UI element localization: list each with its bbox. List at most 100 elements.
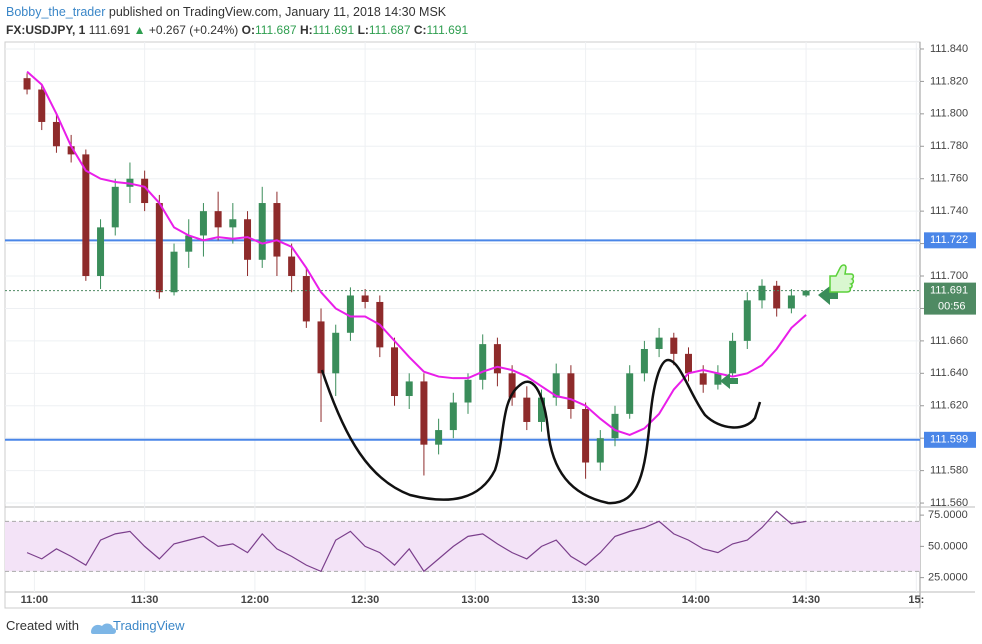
thumb-icon <box>829 264 855 293</box>
x-tick-label: 14:30 <box>792 594 820 606</box>
y-tick-label: 111.820 <box>930 75 968 87</box>
last: 111.691 <box>88 23 131 37</box>
candle-body <box>199 211 207 236</box>
candle-body <box>479 344 487 380</box>
candle-body <box>714 373 722 385</box>
brand[interactable]: TradingView <box>112 618 185 633</box>
candle-body <box>273 203 281 257</box>
candle-body <box>449 402 457 431</box>
plot-layer: 111.560111.580111.600111.620111.640111.6… <box>5 42 976 606</box>
l: 111.687 <box>368 23 411 37</box>
level-label: 111.599 <box>930 434 968 446</box>
moving-average <box>26 70 807 437</box>
o: 111.687 <box>254 23 297 37</box>
h-label: H: <box>299 23 313 37</box>
y-tick-label: 111.580 <box>930 465 968 477</box>
candle-body <box>567 373 575 409</box>
candle-body <box>626 373 634 414</box>
y-tick-label: 111.660 <box>930 335 968 347</box>
header-line: Bobby_the_trader published on TradingVie… <box>6 3 468 21</box>
c: 111.691 <box>426 23 469 37</box>
y-tick-label: 111.760 <box>930 173 968 185</box>
candle-body <box>229 219 237 228</box>
l-label: L: <box>357 23 369 37</box>
candle-body <box>787 295 795 309</box>
footer: Created with TradingView <box>6 618 185 633</box>
candle-body <box>655 337 663 349</box>
candle-body <box>258 203 266 260</box>
candle-body <box>67 146 75 155</box>
candle-body <box>288 256 296 277</box>
candle-body <box>52 121 60 147</box>
candle-body <box>582 408 590 463</box>
candle-body <box>155 203 163 293</box>
y-tick-label: 75.0000 <box>928 509 968 521</box>
candle-body <box>141 178 149 204</box>
logo <box>91 623 116 634</box>
y-tick-label: 111.780 <box>930 140 968 152</box>
candle-body <box>38 89 46 122</box>
created: Created with <box>6 618 79 633</box>
countdown-label: 00:56 <box>938 301 966 313</box>
candle-body <box>420 381 428 445</box>
arrow-icon <box>720 373 738 389</box>
pattern-drawing <box>320 358 762 505</box>
candle-body <box>111 186 119 228</box>
o-label: O: <box>241 23 255 37</box>
drawings <box>320 264 855 505</box>
y-tick-label: 50.0000 <box>928 540 968 552</box>
candle-body <box>640 348 648 374</box>
y-tick-label: 111.700 <box>930 270 968 282</box>
symbol-line: FX:USDJPY, 1 111.691 ▲ +0.267 (+0.24%) O… <box>6 21 468 39</box>
candle-body <box>214 211 222 228</box>
y-tick-label: 111.840 <box>930 43 968 55</box>
y-tick-label: 111.800 <box>930 108 968 120</box>
x-tick-label: 14:00 <box>682 594 710 606</box>
h: 111.691 <box>312 23 355 37</box>
candle-body <box>699 373 707 385</box>
rsi-band <box>5 521 920 572</box>
level-label: 111.722 <box>930 234 968 246</box>
y-tick-label: 111.560 <box>930 497 968 509</box>
candle-body <box>802 290 810 296</box>
candle-body <box>552 373 560 398</box>
author[interactable]: Bobby_the_trader <box>6 5 106 19</box>
y-tick-label: 111.620 <box>930 400 968 412</box>
y-tick-label: 111.640 <box>930 367 968 379</box>
candle-body <box>170 251 178 293</box>
logo-cloud <box>91 623 116 634</box>
candle-body <box>244 219 252 260</box>
candle-body <box>684 353 692 374</box>
change: +0.267 (+0.24%) <box>148 23 239 37</box>
candle-body <box>523 397 531 422</box>
x-tick-label: 12:30 <box>351 594 379 606</box>
rsi-line <box>26 510 807 573</box>
candle-body <box>493 344 501 374</box>
candle-body <box>332 332 340 374</box>
candle-body <box>391 347 399 397</box>
x-tick-label: 13:30 <box>572 594 600 606</box>
candle-body <box>758 285 766 301</box>
x-tick-label: 11:00 <box>21 594 49 606</box>
candle-body <box>508 373 516 398</box>
y-tick-label: 111.740 <box>930 205 968 217</box>
candle-body <box>405 381 413 397</box>
arrow: ▲ <box>133 23 146 37</box>
arrow-icon <box>818 286 838 305</box>
x-tick-label: 15: <box>908 594 924 606</box>
y-tick-label: 25.0000 <box>928 572 968 584</box>
candle-body <box>302 276 310 322</box>
candle-body <box>435 430 443 445</box>
candle-body <box>23 78 31 90</box>
candle-body <box>773 285 781 309</box>
candle-body <box>346 295 354 333</box>
published: published on TradingView.com, January 11… <box>108 5 447 19</box>
c-label: C: <box>413 23 427 37</box>
symbol: FX:USDJPY, 1 <box>6 23 86 37</box>
candle-body <box>185 235 193 252</box>
candle-body <box>729 340 737 374</box>
x-tick-label: 13:00 <box>461 594 489 606</box>
candle-body <box>743 300 751 341</box>
